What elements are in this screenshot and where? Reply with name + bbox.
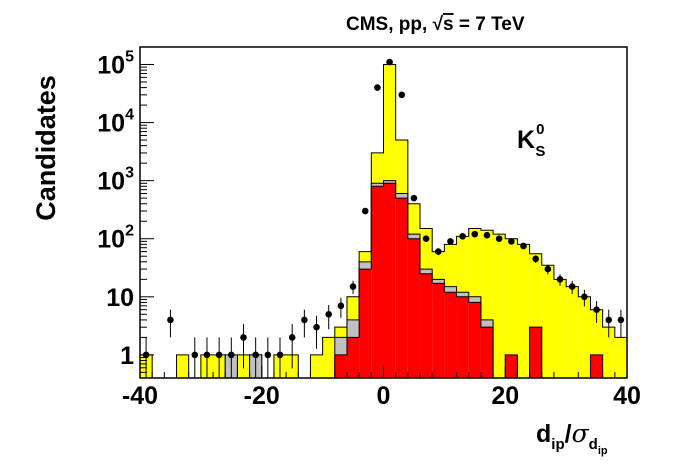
data-point xyxy=(325,310,333,318)
x-tick-label: -40 xyxy=(122,382,158,410)
x-tick-label: 0 xyxy=(377,382,391,410)
data-point xyxy=(313,323,320,331)
histogram-layer xyxy=(139,63,628,379)
data-point xyxy=(410,194,418,202)
data-point xyxy=(568,283,576,290)
signal-mc-bar xyxy=(420,273,433,378)
total-mc-bar xyxy=(553,279,567,378)
data-point xyxy=(471,230,479,238)
data-point xyxy=(520,242,527,250)
signal-mc-bar xyxy=(395,198,408,378)
data-point xyxy=(337,302,345,310)
data-point xyxy=(508,238,515,245)
y-tick-label: 10 xyxy=(106,284,134,312)
signal-mc-bar xyxy=(346,337,360,378)
data-point xyxy=(361,207,369,215)
y-tick-label: 103 xyxy=(97,165,134,196)
total-mc-bar xyxy=(322,337,335,378)
signal-mc-bar xyxy=(505,354,518,378)
signal-mc-bar xyxy=(432,283,445,378)
axis-ticks-layer: -40 -20 0 20 40 1 10 102 103 104 105 xyxy=(97,46,641,410)
data-point xyxy=(228,351,235,359)
signal-mc-bar xyxy=(468,302,481,378)
data-point xyxy=(252,351,259,359)
data-point xyxy=(556,276,564,283)
data-point xyxy=(617,316,625,324)
total-mc-bar xyxy=(310,354,323,378)
chart-title: CMS, pp, √s = 7 TeV xyxy=(346,14,525,35)
signal-mc-bar xyxy=(371,186,384,378)
y-tick-label: 102 xyxy=(97,223,134,254)
signal-mc-bar xyxy=(529,327,542,378)
data-point xyxy=(398,91,406,99)
signal-mc-bar xyxy=(480,327,494,378)
data-point xyxy=(203,351,211,359)
signal-mc-bar xyxy=(334,354,347,378)
data-point xyxy=(495,235,503,243)
total-mc-bar xyxy=(578,296,591,378)
data-point xyxy=(264,351,272,359)
data-points-layer xyxy=(142,58,625,378)
data-point xyxy=(276,351,284,359)
total-mc-bar xyxy=(493,234,506,378)
total-mc-bar xyxy=(505,238,518,378)
data-point xyxy=(191,351,199,359)
data-point xyxy=(422,235,430,243)
total-mc-bar xyxy=(566,286,579,378)
data-point xyxy=(581,293,588,301)
data-point xyxy=(215,351,223,359)
data-point xyxy=(447,238,454,245)
data-point xyxy=(301,316,308,324)
data-point xyxy=(434,248,442,255)
x-tick-label: 20 xyxy=(491,382,519,410)
x-tick-label: -20 xyxy=(244,382,280,410)
data-point xyxy=(605,316,613,324)
signal-mc-bar xyxy=(590,354,603,378)
total-mc-bar xyxy=(541,265,554,378)
signal-mc-bar xyxy=(383,183,396,378)
data-point xyxy=(593,306,600,313)
y-tick-label: 1 xyxy=(120,342,134,370)
data-point xyxy=(386,58,393,66)
data-point xyxy=(167,316,174,324)
y-axis-label: Candidates xyxy=(31,75,61,221)
signal-mc-bar xyxy=(456,296,469,378)
x-tick-label: 40 xyxy=(613,382,641,410)
k0s-annotation: K0 S xyxy=(517,121,545,160)
data-point xyxy=(288,334,296,341)
data-point xyxy=(532,255,539,263)
data-point xyxy=(374,84,381,91)
signal-mc-bar xyxy=(359,269,372,378)
data-point xyxy=(459,233,466,240)
total-mc-bar xyxy=(517,244,530,378)
data-point xyxy=(349,283,357,290)
y-tick-label: 105 xyxy=(97,48,134,79)
data-point xyxy=(544,265,552,273)
data-point xyxy=(240,334,247,341)
x-axis-label: dip/σdip xyxy=(536,419,608,457)
total-mc-bar xyxy=(602,327,615,378)
total-mc-bar xyxy=(176,354,189,378)
data-point xyxy=(483,231,491,239)
signal-mc-bar xyxy=(444,292,457,378)
y-tick-label: 104 xyxy=(97,107,134,138)
total-mc-bar xyxy=(614,337,627,378)
signal-mc-bar xyxy=(407,238,421,378)
